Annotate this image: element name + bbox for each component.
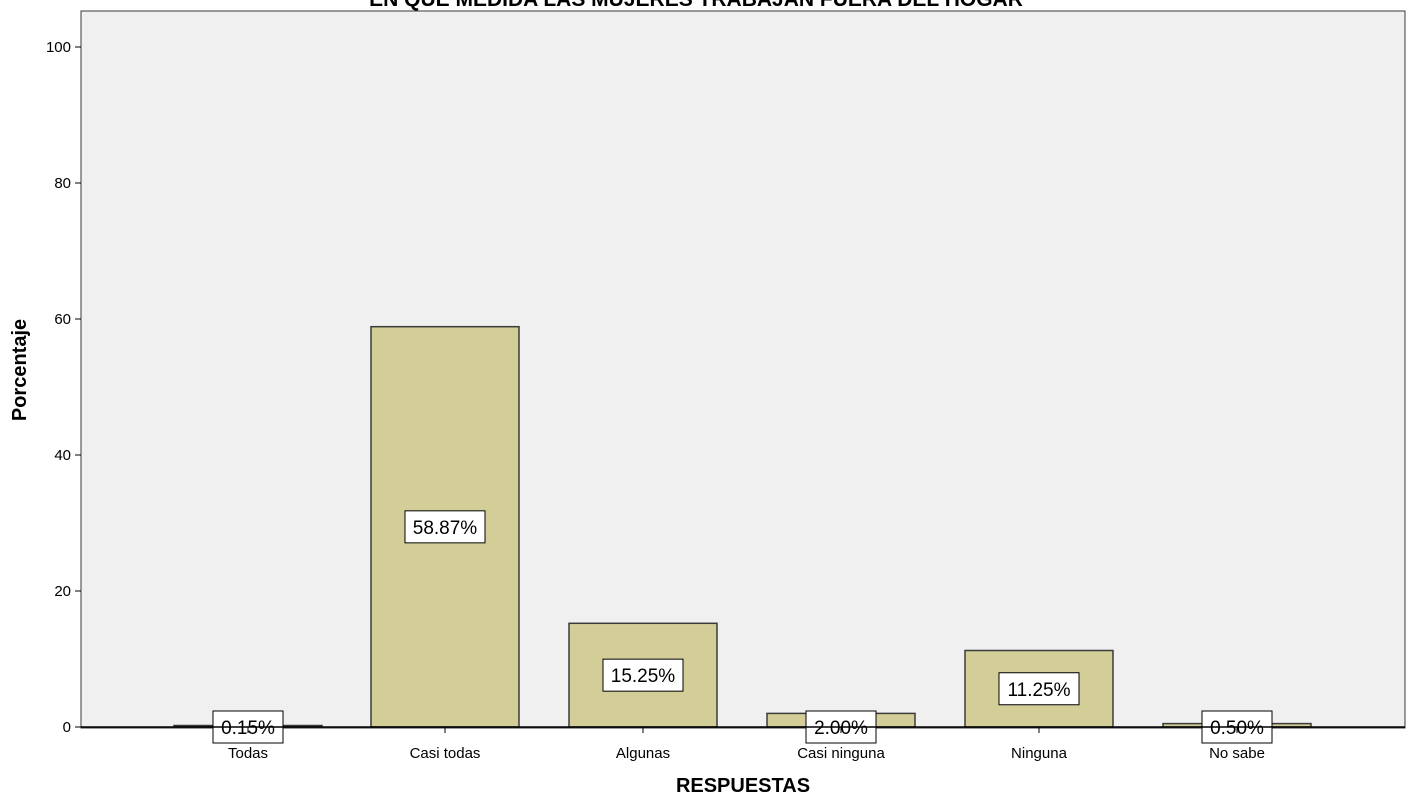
data-label-box <box>404 510 486 544</box>
data-label: 11.25% <box>1007 680 1070 701</box>
y-axis: 0 20 40 60 80 100 <box>46 39 81 736</box>
data-label: 58.87% <box>413 518 478 539</box>
data-label: 15.25% <box>611 666 676 687</box>
plot-area <box>80 10 1406 729</box>
chart-title: EN QUE MEDIDA LAS MUJERES TRABAJAN FUERA… <box>369 0 1023 11</box>
y-tick-label: 0 <box>63 719 71 736</box>
x-axis: Todas Casi todas Algunas Casi ninguna Ningun… <box>228 727 1265 762</box>
y-tick-label: 20 <box>54 583 71 600</box>
data-label-box <box>998 672 1080 706</box>
x-tick-label: Casi ninguna <box>797 745 885 762</box>
y-tick-label: 100 <box>46 39 71 56</box>
y-axis-title: Porcentaje <box>9 319 31 421</box>
y-tick-label: 40 <box>54 447 71 464</box>
x-tick-label: Ninguna <box>1011 745 1068 762</box>
y-tick-label: 60 <box>54 311 71 328</box>
y-tick-label: 80 <box>54 175 71 192</box>
x-axis-title: RESPUESTAS <box>676 775 810 797</box>
x-tick-label: No sabe <box>1209 745 1265 762</box>
x-tick-label: Casi todas <box>410 745 481 762</box>
x-tick-label: Todas <box>228 745 268 762</box>
x-tick-label: Algunas <box>616 745 670 762</box>
data-label-box <box>602 658 684 692</box>
